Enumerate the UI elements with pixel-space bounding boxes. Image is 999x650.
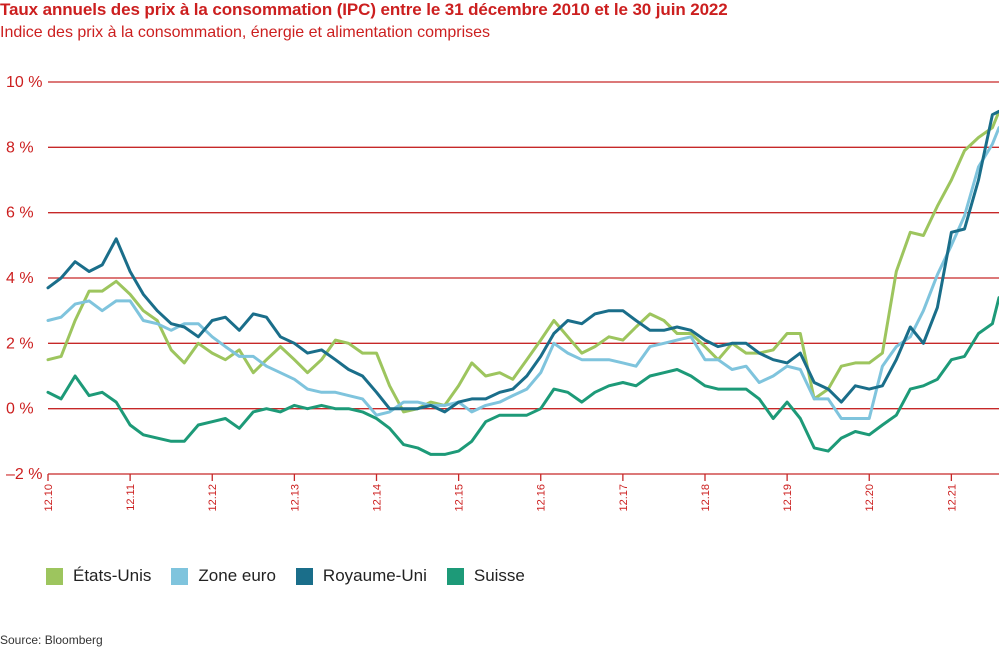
legend-item-zone-euro[interactable]: Zone euro (171, 566, 276, 586)
x-tick-label: 12.20 (864, 484, 876, 512)
series-line-etats-unis (46, 109, 999, 414)
legend-swatch (171, 567, 189, 585)
x-tick-label: 12.14 (371, 484, 383, 512)
x-tick-label: 12.15 (454, 484, 466, 512)
x-tick-label: 12.21 (946, 484, 958, 512)
legend-swatch (295, 567, 313, 585)
legend-label: Suisse (473, 566, 525, 585)
x-tick-label: 12.18 (700, 484, 712, 512)
y-tick-label: 4 % (6, 270, 34, 287)
x-tick-label: 12.13 (289, 484, 301, 512)
y-tick-label: 10 % (6, 74, 42, 91)
series-line-suisse (46, 296, 999, 456)
x-axis-ticks: 12.10 12.11 12.12 12.13 12.14 12.15 12.16 12.17… (43, 474, 958, 512)
source-note: Source: Bloomberg (0, 633, 103, 647)
chart-title: Taux annuels des prix à la consommation … (0, 0, 728, 19)
x-tick-label: 12.16 (536, 484, 548, 512)
legend-label: Zone euro (198, 566, 276, 585)
legend-swatch (46, 567, 63, 585)
y-tick-label: 6 % (6, 205, 34, 222)
series-line-royaume-uni (46, 109, 999, 414)
legend-label: Royaume-Uni (322, 566, 427, 585)
y-tick-label: 2 % (6, 335, 34, 352)
x-tick-label: 12.19 (782, 484, 794, 512)
series-line-zone-euro (46, 126, 999, 420)
legend-swatch (446, 567, 464, 585)
legend-label: États-Unis (73, 566, 152, 585)
y-axis-ticks: 10 % 8 % 6 % 4 % 2 % 0 % –2 % (6, 74, 42, 483)
legend-item-etats-unis[interactable]: États-Unis (46, 566, 151, 586)
x-tick-label: 12.11 (125, 484, 137, 511)
x-tick-label: 12.17 (618, 484, 630, 512)
legend-item-suisse[interactable]: Suisse (446, 566, 525, 586)
x-tick-label: 12.10 (43, 484, 55, 512)
series-lines (46, 109, 999, 456)
x-tick-label: 12.12 (207, 484, 219, 512)
chart-subtitle: Indice des prix à la consommation, énerg… (0, 24, 491, 41)
gridlines (48, 81, 999, 475)
y-tick-label: –2 % (6, 466, 42, 483)
chart-legend: États-Unis Zone euro Royaume-Uni Suisse (46, 566, 545, 586)
legend-item-royaume-uni[interactable]: Royaume-Uni (295, 566, 427, 586)
y-tick-label: 0 % (6, 401, 34, 418)
y-tick-label: 8 % (6, 139, 34, 156)
